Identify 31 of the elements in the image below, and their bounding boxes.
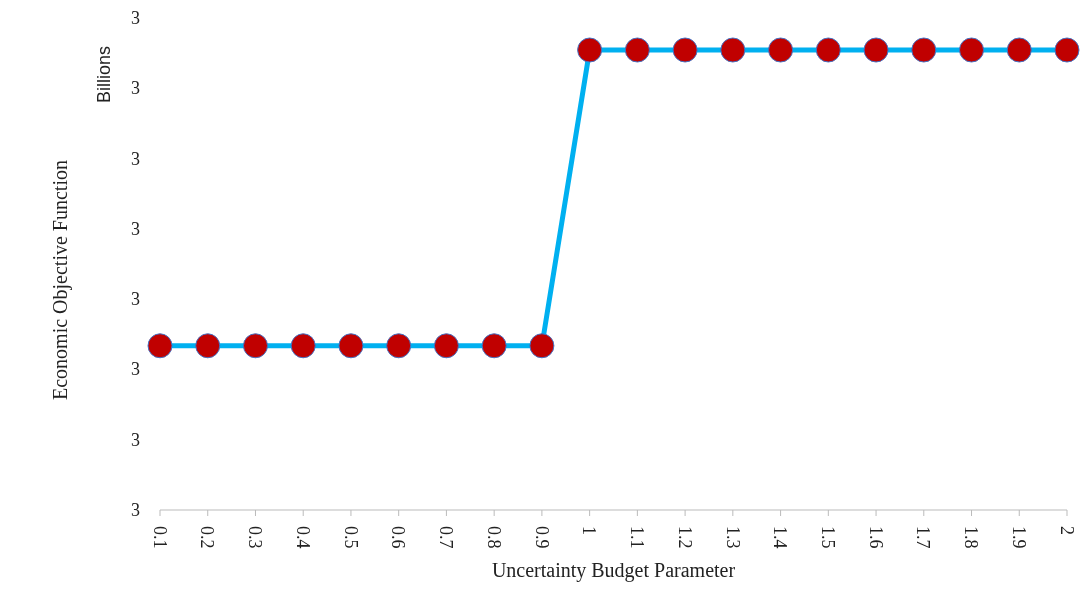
text: 3 <box>131 6 140 29</box>
text: 3 <box>131 428 140 451</box>
text: Billions <box>94 45 115 103</box>
x-tick-label: 0.6 <box>388 526 409 549</box>
x-tick-label: 1.5 <box>818 526 839 549</box>
x-tick-label: 0.8 <box>483 526 504 549</box>
x-tick-label: 1.1 <box>627 526 648 549</box>
text: 3 <box>131 288 140 311</box>
x-tick-label: 0.7 <box>436 526 457 549</box>
x-tick-label: 1.9 <box>1008 526 1029 549</box>
x-tick-label: 0.2 <box>197 526 218 549</box>
y-axis-title: Economic Objective Function <box>49 160 73 400</box>
x-axis-title: Uncertainty Budget Parameter <box>491 559 736 582</box>
x-tick-label: 0.9 <box>531 526 552 549</box>
x-tick-label: 1.4 <box>770 526 791 549</box>
x-tick-label: 0.1 <box>149 526 170 549</box>
text: 3 <box>131 217 140 240</box>
x-tick-label: 0.4 <box>292 526 313 549</box>
text: 3 <box>131 77 140 100</box>
x-tick-label: 2 <box>1056 526 1077 535</box>
x-tick-label: 1.7 <box>913 526 934 549</box>
x-tick-label: 1.8 <box>961 526 982 549</box>
x-tick-label: 1.2 <box>674 526 695 549</box>
text: 3 <box>131 358 140 381</box>
x-tick-label: 0.3 <box>245 526 266 549</box>
x-tick-label: 1.6 <box>865 526 886 549</box>
x-tick-label: 0.5 <box>340 526 361 549</box>
text: 3 <box>131 147 140 170</box>
text: 3 <box>131 499 140 521</box>
x-tick-label: 1 <box>579 526 600 535</box>
x-tick-label: 1.3 <box>722 526 743 549</box>
